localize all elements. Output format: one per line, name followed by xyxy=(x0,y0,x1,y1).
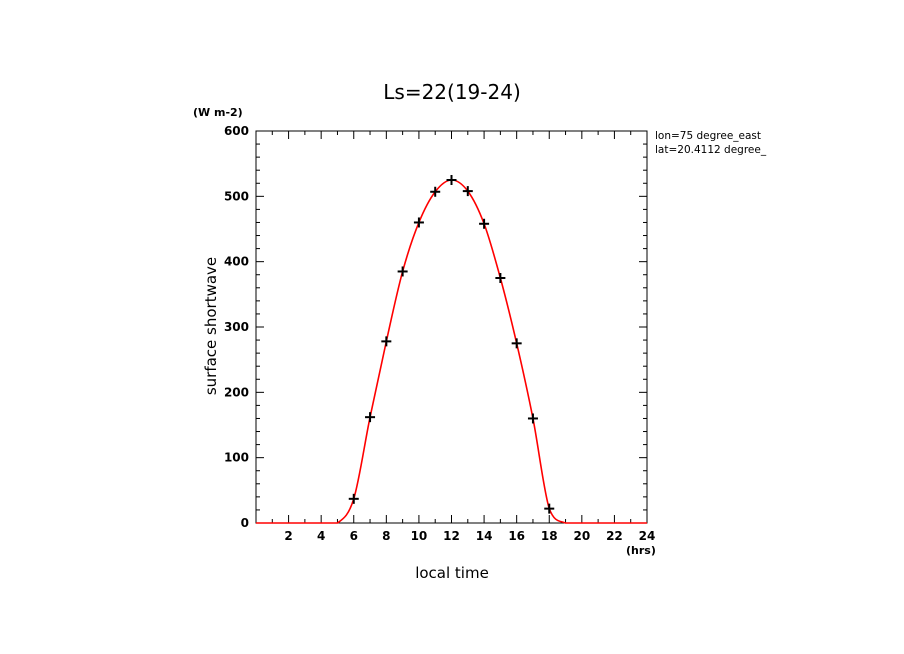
y-tick-label: 400 xyxy=(224,255,249,269)
data-point xyxy=(430,186,441,197)
y-tick-label: 200 xyxy=(224,385,249,399)
y-axis-label: surface shortwave xyxy=(202,257,220,395)
y-tick-label: 100 xyxy=(224,451,249,465)
x-tick-label: 2 xyxy=(284,529,292,543)
data-point xyxy=(495,273,506,283)
data-point xyxy=(479,218,490,229)
data-point xyxy=(462,186,473,197)
x-tick-label: 22 xyxy=(606,529,623,543)
data-point xyxy=(381,336,392,347)
data-point xyxy=(527,413,538,424)
x-tick-label: 16 xyxy=(508,529,525,543)
x-unit-label: (hrs) xyxy=(626,544,656,557)
x-axis-label: local time xyxy=(415,564,489,582)
annotation-lat: lat=20.4112 degree_ xyxy=(655,144,767,156)
y-tick-label: 600 xyxy=(224,124,249,138)
x-tick-label: 24 xyxy=(639,529,656,543)
series-line xyxy=(255,179,647,524)
annotation-lon: lon=75 degree_east xyxy=(655,130,761,142)
data-point xyxy=(511,338,522,349)
x-tick-label: 8 xyxy=(382,529,390,543)
plot-frame xyxy=(255,130,648,524)
x-tick-label: 14 xyxy=(476,529,493,543)
data-point xyxy=(365,412,376,423)
data-point xyxy=(348,493,359,504)
x-tick-label: 4 xyxy=(317,529,325,543)
data-point xyxy=(397,266,408,277)
data-point xyxy=(446,175,457,185)
x-tick-label: 18 xyxy=(541,529,558,543)
data-point xyxy=(413,217,424,228)
y-tick-label: 0 xyxy=(241,516,249,530)
x-tick-label: 10 xyxy=(411,529,428,543)
x-tick-label: 12 xyxy=(443,529,460,543)
y-unit-label: (W m-2) xyxy=(193,106,243,119)
x-tick-label: 6 xyxy=(350,529,358,543)
x-tick-label: 20 xyxy=(573,529,590,543)
data-markers xyxy=(348,175,555,514)
axis-ticks xyxy=(255,130,648,524)
y-tick-label: 300 xyxy=(224,320,249,334)
y-tick-label: 500 xyxy=(224,189,249,203)
chart-title: Ls=22(19-24) xyxy=(383,80,521,104)
data-point xyxy=(544,503,555,514)
